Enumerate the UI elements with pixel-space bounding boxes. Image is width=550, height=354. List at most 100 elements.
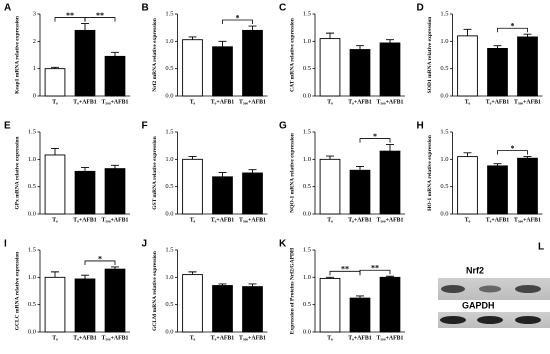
x-tick-label: T₅₀₀+AFB1 [102, 99, 129, 105]
x-tick-label: T₅₀₀+AFB1 [102, 335, 129, 341]
significance-label: * [373, 132, 377, 141]
y-tick-label: 1 [33, 65, 36, 72]
error-bar [81, 167, 89, 172]
x-tick-label: T₀ [190, 99, 196, 105]
bar [319, 38, 341, 97]
panel-letter: K [279, 239, 287, 250]
x-tick-label: T₀+AFB1 [348, 217, 372, 223]
x-tick-label: T₀ [52, 99, 58, 105]
x-tick-label: T₅₀₀+AFB1 [239, 217, 266, 223]
error-bar [188, 36, 197, 40]
x-tick-label: T₅₀₀+AFB1 [514, 99, 541, 105]
bar [242, 172, 263, 215]
y-tick-label: 0.0 [303, 328, 311, 335]
bar [487, 47, 508, 97]
y-tick-label: 1.0 [165, 274, 173, 281]
bar [242, 286, 263, 333]
bar [182, 158, 203, 215]
y-axis-label: GST mRNA relative expression [152, 136, 158, 210]
error-bar [51, 66, 59, 69]
y-tick-label: 0.0 [165, 92, 173, 99]
y-tick-label: 0.0 [440, 92, 448, 99]
error-bar [51, 271, 59, 278]
y-axis-label: Keap1 mRNA relative expression [14, 16, 20, 94]
error-bar [386, 144, 394, 152]
bar [74, 278, 96, 333]
error-bar [111, 51, 119, 57]
x-tick-label: T₀+AFB1 [486, 217, 510, 223]
y-tick-label: 0.0 [440, 210, 448, 217]
panel-letter: D [417, 3, 424, 14]
error-bar [188, 271, 197, 275]
x-tick-label: T₅₀₀+AFB1 [514, 217, 541, 223]
x-tick-label: T₀+AFB1 [348, 99, 372, 105]
bar [104, 268, 126, 333]
y-tick-label: 0 [33, 92, 36, 99]
y-tick-label: 0.5 [303, 301, 311, 308]
y-tick-label: 0.0 [303, 210, 311, 217]
y-tick-label: 2 [33, 38, 36, 45]
error-bar [188, 156, 197, 160]
error-bar [523, 33, 532, 37]
y-tick-label: 1.5 [440, 128, 448, 135]
y-tick-label: 0.5 [440, 65, 448, 72]
bar [212, 46, 233, 97]
x-tick-label: T₀+AFB1 [486, 99, 510, 105]
x-tick-label: T₀ [327, 335, 333, 341]
y-tick-label: 1.0 [28, 156, 36, 163]
y-tick-label: 0.5 [303, 183, 311, 190]
bar [457, 156, 478, 215]
y-axis-label: GCLC mRNA relative expression [14, 252, 20, 330]
bar [349, 297, 371, 333]
y-axis-label: Expression of Proteins Nrf2/GAPDH [289, 247, 295, 334]
x-tick-label: T₀+AFB1 [211, 335, 235, 341]
x-tick-label: T₀+AFB1 [211, 99, 235, 105]
x-tick-label: T₀ [327, 217, 333, 223]
x-tick-label: T₀+AFB1 [348, 335, 372, 341]
blot-band [515, 316, 541, 324]
blot-band [479, 285, 501, 293]
panel-letter: L [538, 242, 544, 253]
panel-letter: J [142, 239, 148, 250]
significance-label: * [511, 22, 515, 31]
y-tick-label: 1.5 [440, 10, 448, 17]
error-bar [356, 45, 364, 50]
significance-label: * [98, 254, 102, 263]
y-tick-label: 0.5 [28, 183, 36, 190]
bar [74, 170, 96, 215]
error-bar [248, 283, 257, 287]
bar [104, 168, 126, 215]
y-axis-label: GCLM mRNA relative expression [152, 251, 158, 331]
bar [349, 49, 371, 97]
bar [74, 29, 96, 97]
y-tick-label: 0.5 [165, 183, 173, 190]
error-bar [81, 23, 89, 31]
error-bar [326, 32, 334, 39]
bar [517, 36, 538, 97]
significance-label: ** [96, 11, 104, 20]
x-tick-label: T₀+AFB1 [211, 217, 235, 223]
error-bar [326, 276, 334, 279]
error-bar [356, 295, 364, 299]
y-tick-label: 1.5 [28, 246, 36, 253]
y-tick-label: 0.5 [440, 183, 448, 190]
bar [517, 157, 538, 215]
x-tick-label: T₀ [190, 217, 196, 223]
x-tick-label: T₅₀₀+AFB1 [377, 335, 404, 341]
error-bar [326, 155, 334, 160]
y-tick-label: 1.0 [440, 38, 448, 45]
error-bar [493, 163, 502, 166]
y-tick-label: 1.0 [165, 38, 173, 45]
y-tick-label: 1.0 [303, 38, 311, 45]
x-tick-label: T₀ [465, 217, 471, 223]
y-axis-label: NQO-1 mRNA relative expression [289, 133, 295, 213]
error-bar [386, 275, 394, 278]
y-tick-label: 0.0 [165, 210, 173, 217]
y-axis-label: SOD1 mRNA relative expression [427, 17, 433, 94]
x-tick-label: T₅₀₀+AFB1 [377, 217, 404, 223]
panel-letter: I [4, 239, 7, 250]
bar [104, 55, 126, 97]
bar [379, 42, 401, 97]
bar [44, 276, 66, 333]
